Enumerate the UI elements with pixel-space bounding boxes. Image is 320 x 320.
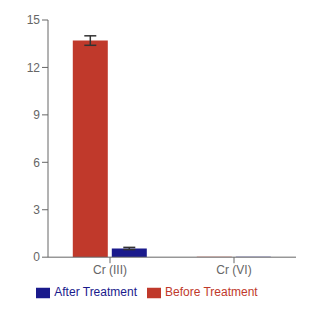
svg-text:0: 0 — [33, 250, 40, 264]
svg-text:Cr (III): Cr (III) — [93, 263, 127, 277]
html-text:Before Treatment: Before Treatment — [165, 285, 258, 300]
html-text:After Treatment: After Treatment — [54, 285, 137, 300]
svg-text:6: 6 — [33, 156, 40, 170]
svg-text:9: 9 — [33, 108, 40, 122]
svg-text:15: 15 — [27, 13, 41, 27]
svg-text:12: 12 — [27, 61, 41, 75]
svg-text:Cr (VI): Cr (VI) — [216, 263, 251, 277]
svg-text:3: 3 — [33, 203, 40, 217]
